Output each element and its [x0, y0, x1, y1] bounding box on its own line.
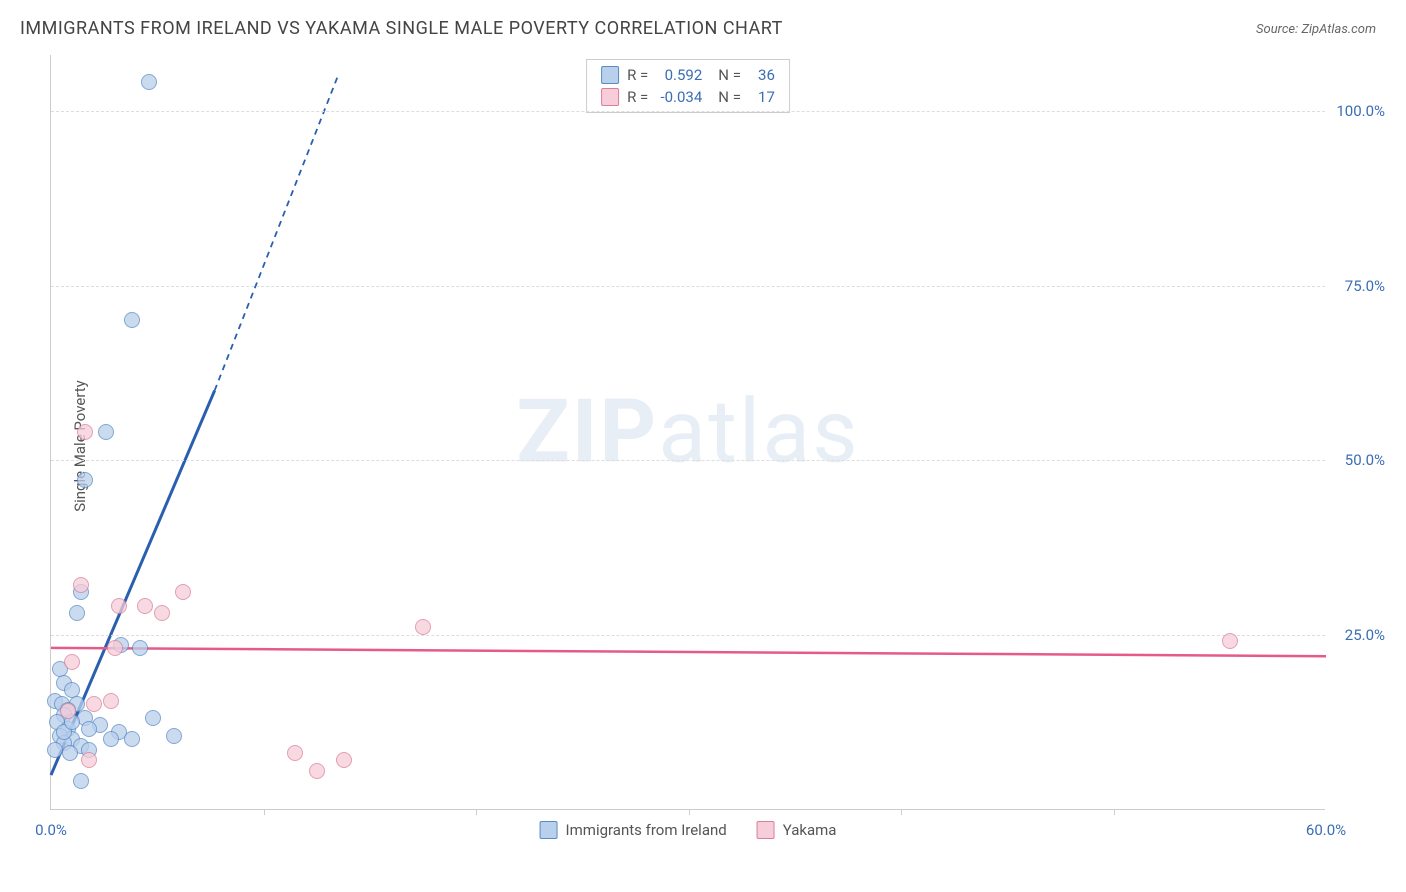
- y-tick-label: 25.0%: [1330, 626, 1385, 644]
- scatter-point: [111, 598, 127, 614]
- n-value-series2: 17: [747, 88, 775, 106]
- y-tick-label: 50.0%: [1330, 451, 1385, 469]
- scatter-point: [166, 728, 182, 744]
- gridline-horizontal: [51, 111, 1325, 112]
- x-tick: [1114, 809, 1115, 815]
- scatter-point: [141, 74, 157, 90]
- legend-label-series2: Yakama: [783, 821, 837, 839]
- scatter-point: [47, 742, 63, 758]
- scatter-point: [77, 472, 93, 488]
- x-tick: [264, 809, 265, 815]
- scatter-point: [81, 721, 97, 737]
- scatter-point: [73, 577, 89, 593]
- source-site: ZipAtlas.com: [1301, 22, 1376, 37]
- source-prefix: Source:: [1256, 22, 1301, 37]
- legend-swatch-series2: [757, 821, 775, 839]
- legend-swatch-series1: [540, 821, 558, 839]
- y-tick-label: 75.0%: [1330, 277, 1385, 295]
- scatter-point: [175, 584, 191, 600]
- n-label: N =: [718, 66, 741, 84]
- legend-item-series1: Immigrants from Ireland: [540, 821, 727, 839]
- scatter-point: [124, 312, 140, 328]
- r-label: R =: [627, 66, 648, 84]
- legend-item-series2: Yakama: [757, 821, 837, 839]
- chart-title: IMMIGRANTS FROM IRELAND VS YAKAMA SINGLE…: [20, 18, 783, 39]
- source-attribution: Source: ZipAtlas.com: [1256, 22, 1376, 37]
- scatter-point: [415, 619, 431, 635]
- r-value-series1: 0.592: [654, 66, 702, 84]
- scatter-point: [103, 731, 119, 747]
- scatter-point: [287, 745, 303, 761]
- scatter-point: [62, 745, 78, 761]
- x-tick: [476, 809, 477, 815]
- scatter-point: [103, 693, 119, 709]
- n-value-series1: 36: [747, 66, 775, 84]
- scatter-point: [64, 654, 80, 670]
- scatter-point: [145, 710, 161, 726]
- trend-lines-svg: [51, 55, 1325, 809]
- scatter-point: [154, 605, 170, 621]
- scatter-point: [132, 640, 148, 656]
- x-tick: [901, 809, 902, 815]
- plot-area: ZIPatlas R = 0.592 N = 36 R = -0.034 N =…: [50, 55, 1325, 810]
- legend-swatch-series2: [601, 88, 619, 106]
- r-value-series2: -0.034: [654, 88, 702, 106]
- legend-label-series1: Immigrants from Ireland: [566, 821, 727, 839]
- scatter-point: [1222, 633, 1238, 649]
- y-tick-label: 100.0%: [1330, 102, 1385, 120]
- gridline-horizontal: [51, 460, 1325, 461]
- scatter-point: [98, 424, 114, 440]
- scatter-point: [86, 696, 102, 712]
- trend-line-extrapolated: [215, 76, 338, 391]
- x-tick-label: 0.0%: [35, 821, 67, 839]
- legend-row-series2: R = -0.034 N = 17: [601, 86, 775, 108]
- scatter-point: [60, 703, 76, 719]
- scatter-point: [69, 605, 85, 621]
- x-tick-label: 60.0%: [1306, 821, 1346, 839]
- series-legend: Immigrants from Ireland Yakama: [540, 821, 837, 839]
- scatter-point: [137, 598, 153, 614]
- legend-row-series1: R = 0.592 N = 36: [601, 64, 775, 86]
- gridline-horizontal: [51, 635, 1325, 636]
- scatter-point: [73, 773, 89, 789]
- x-tick: [689, 809, 690, 815]
- n-label: N =: [718, 88, 741, 106]
- scatter-point: [124, 731, 140, 747]
- scatter-point: [336, 752, 352, 768]
- scatter-point: [309, 763, 325, 779]
- gridline-horizontal: [51, 286, 1325, 287]
- trend-line: [51, 648, 1326, 656]
- r-label: R =: [627, 88, 648, 106]
- legend-swatch-series1: [601, 66, 619, 84]
- scatter-point: [77, 424, 93, 440]
- correlation-legend: R = 0.592 N = 36 R = -0.034 N = 17: [586, 59, 790, 113]
- scatter-point: [107, 640, 123, 656]
- scatter-point: [81, 752, 97, 768]
